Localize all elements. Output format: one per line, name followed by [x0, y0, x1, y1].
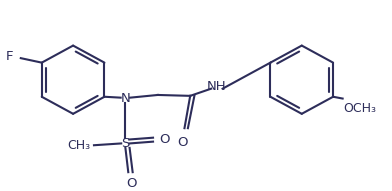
Text: O: O — [159, 133, 170, 146]
Text: N: N — [120, 92, 130, 105]
Text: OCH₃: OCH₃ — [343, 102, 377, 115]
Text: NH: NH — [207, 80, 227, 93]
Text: O: O — [126, 177, 136, 190]
Text: F: F — [5, 50, 13, 63]
Text: CH₃: CH₃ — [67, 139, 90, 152]
Text: S: S — [121, 137, 130, 150]
Text: O: O — [177, 136, 188, 149]
